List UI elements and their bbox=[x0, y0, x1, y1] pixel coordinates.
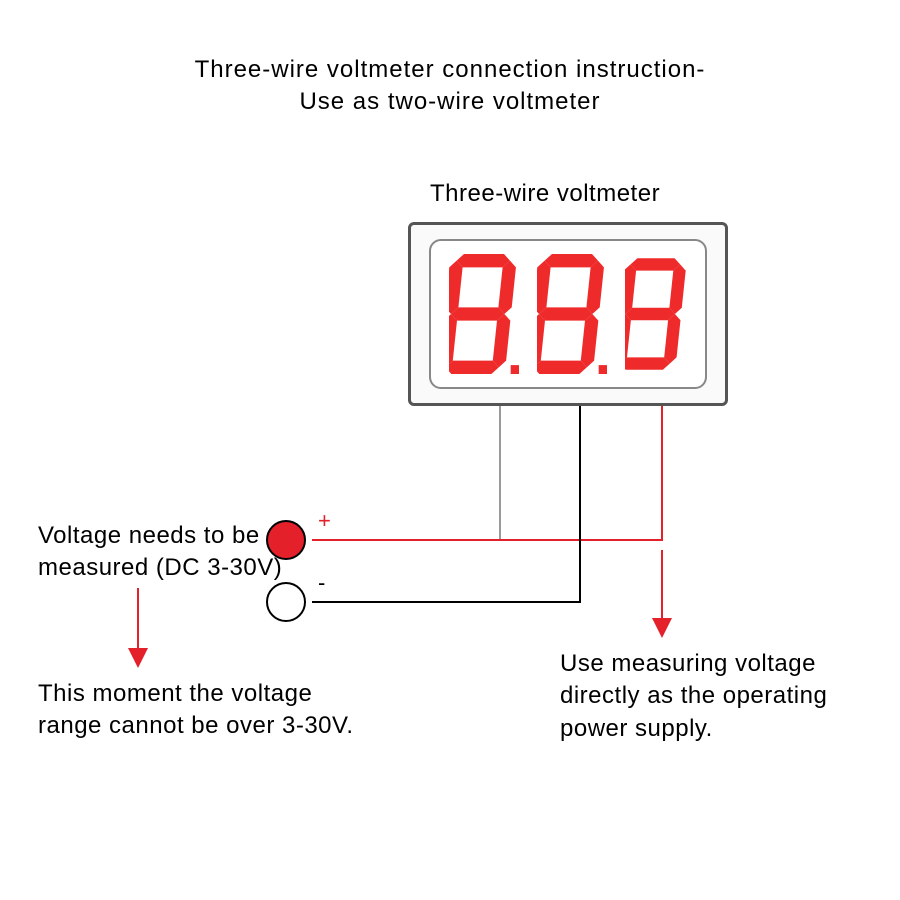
display-digits bbox=[449, 254, 687, 374]
wire-black bbox=[312, 406, 580, 602]
negative-sign: - bbox=[318, 570, 325, 596]
warning-line1: This moment the voltage bbox=[38, 680, 312, 707]
positive-sign: + bbox=[318, 508, 331, 534]
power-line3: power supply. bbox=[560, 715, 713, 742]
wiring-overlay bbox=[0, 0, 900, 900]
measured-line2: measured (DC 3-30V) bbox=[38, 554, 282, 581]
terminal-negative bbox=[266, 582, 306, 622]
measured-line1: Voltage needs to be bbox=[38, 522, 260, 549]
warning-line2: range cannot be over 3-30V. bbox=[38, 712, 354, 739]
digit-8-icon bbox=[449, 254, 519, 374]
measured-label: Voltage needs to be measured (DC 3-30V) bbox=[38, 520, 282, 585]
digit-8-icon bbox=[625, 254, 687, 374]
power-line2: directly as the operating bbox=[560, 682, 827, 709]
wire-gray bbox=[312, 406, 500, 540]
power-line1: Use measuring voltage bbox=[560, 650, 816, 677]
digit-8-icon bbox=[537, 254, 607, 374]
title-line1: Three-wire voltmeter connection instruct… bbox=[0, 56, 900, 84]
voltmeter-display bbox=[429, 239, 707, 389]
wire-red bbox=[312, 406, 662, 540]
warning-label: This moment the voltage range cannot be … bbox=[38, 678, 354, 743]
power-label: Use measuring voltage directly as the op… bbox=[560, 648, 827, 745]
title-line2: Use as two-wire voltmeter bbox=[0, 88, 900, 116]
voltmeter-box bbox=[408, 222, 728, 406]
voltmeter-label: Three-wire voltmeter bbox=[430, 180, 660, 208]
